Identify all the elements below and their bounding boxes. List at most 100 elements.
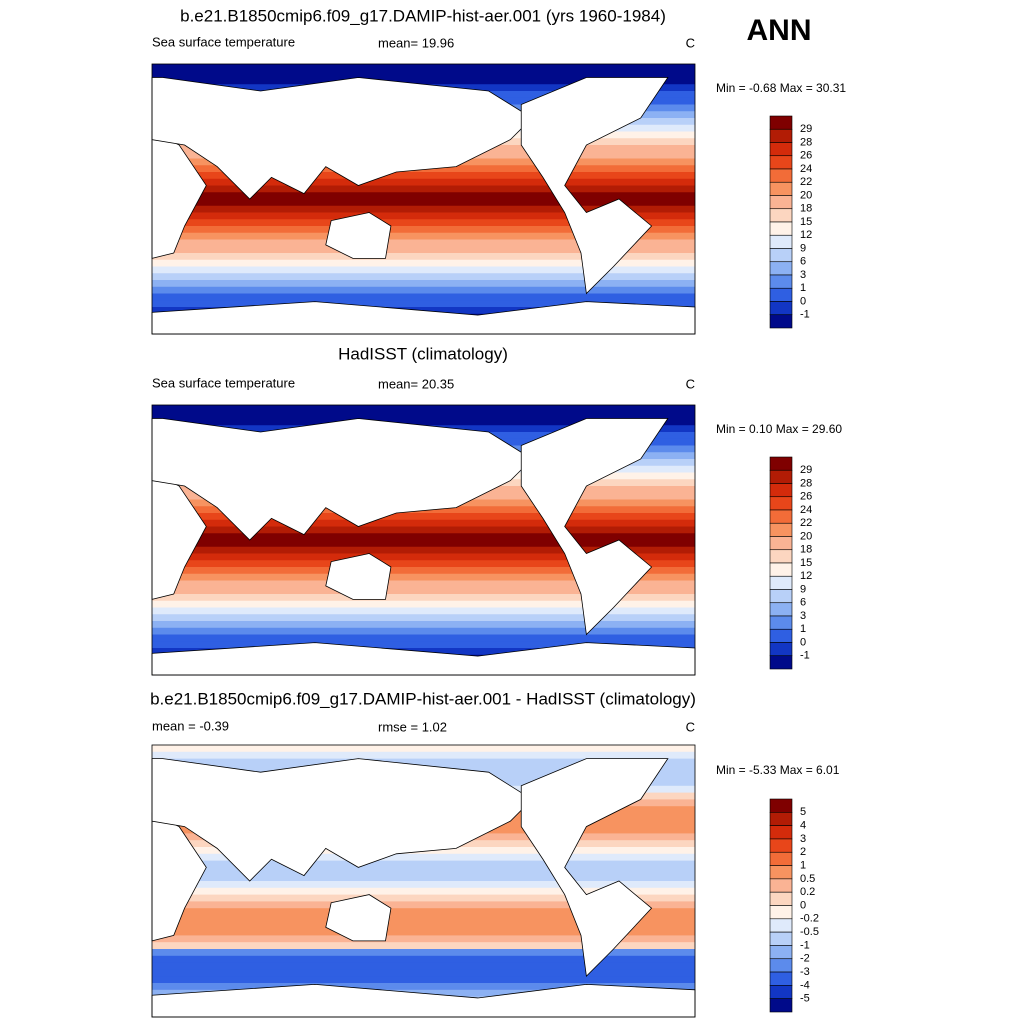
- map-field: [152, 70, 695, 78]
- colorbar-box: [769, 142, 793, 157]
- colorbar-label: -1: [800, 650, 810, 662]
- map-field: [152, 853, 695, 862]
- colorbar-label: -0.5: [800, 926, 819, 938]
- map-field: [152, 745, 695, 753]
- colorbar-box: [769, 469, 793, 484]
- colorbar-label: 12: [800, 229, 812, 241]
- season-label: ANN: [747, 14, 812, 47]
- colorbar-label: -4: [800, 979, 810, 991]
- map: [151, 405, 696, 676]
- map-field: [152, 587, 695, 595]
- colorbar-box: [769, 509, 793, 524]
- colorbar-label: 15: [800, 216, 812, 228]
- map-field: [152, 915, 695, 923]
- colorbar-label: -1: [800, 309, 810, 321]
- colorbar-label: 3: [800, 269, 806, 281]
- map-field: [152, 621, 695, 629]
- colorbar-box: [769, 905, 793, 920]
- map-field: [152, 239, 695, 247]
- land: [151, 77, 533, 200]
- map-field: [152, 955, 695, 964]
- colorbar-label: 20: [800, 530, 812, 542]
- colorbar-label: 20: [800, 189, 812, 201]
- map-field: [152, 887, 695, 896]
- colorbar-box: [769, 891, 793, 906]
- map-field: [152, 580, 695, 588]
- map-field: [152, 293, 695, 301]
- map-field: [152, 185, 695, 193]
- map-field: [152, 212, 695, 220]
- map-field: [152, 860, 695, 868]
- map-field: [152, 983, 695, 991]
- map-field: [152, 894, 695, 902]
- colorbar-box: [769, 642, 793, 657]
- map-field: [152, 519, 695, 527]
- colorbar-label: -3: [800, 966, 810, 978]
- map: [151, 64, 696, 335]
- colorbar-box: [769, 234, 793, 249]
- colorbar-label: 22: [800, 176, 812, 188]
- colorbar-box: [769, 615, 793, 630]
- colorbar-box: [769, 918, 793, 933]
- colorbar-label: 29: [800, 123, 812, 135]
- map-frame: [151, 63, 696, 335]
- colorbar-box: [769, 562, 793, 577]
- colorbar-box: [769, 115, 793, 130]
- colorbar-box: [769, 602, 793, 617]
- colorbar-box: [769, 878, 793, 893]
- panel-left-label: mean = -0.39: [152, 718, 229, 733]
- map-field: [152, 199, 695, 207]
- colorbar-label: 0: [800, 295, 806, 307]
- map-field: [152, 553, 695, 561]
- map-field: [152, 641, 695, 649]
- colorbar-box: [769, 195, 793, 210]
- map-field: [152, 962, 695, 970]
- map-field: [152, 921, 695, 930]
- colorbar-box: [769, 655, 793, 670]
- map-field: [152, 949, 695, 957]
- colorbar-label: 4: [800, 820, 806, 832]
- colorbar-box: [769, 181, 793, 196]
- map-field: [152, 627, 695, 635]
- panel-center-label: mean= 20.35: [378, 376, 454, 391]
- colorbar-label: 26: [800, 491, 812, 503]
- map-field: [152, 178, 695, 186]
- panel-units: C: [686, 719, 695, 734]
- colorbar-label: 9: [800, 583, 806, 595]
- map-field: [152, 300, 695, 308]
- colorbar-label: 18: [800, 544, 812, 556]
- map-field: [152, 513, 695, 521]
- map-field: [152, 205, 695, 213]
- colorbar-label: 22: [800, 517, 812, 529]
- land: [325, 553, 392, 600]
- colorbar-box: [769, 971, 793, 986]
- colorbar-box: [769, 287, 793, 302]
- map-field: [152, 172, 695, 180]
- colorbar-box: [769, 589, 793, 604]
- colorbar-box: [769, 483, 793, 498]
- land: [520, 77, 669, 295]
- map-field: [152, 901, 695, 909]
- colorbar-label: 3: [800, 610, 806, 622]
- colorbar-box: [769, 221, 793, 236]
- colorbar-label: 6: [800, 256, 806, 268]
- colorbar-label: 9: [800, 242, 806, 254]
- colorbar-label: 26: [800, 150, 812, 162]
- colorbar-box: [769, 958, 793, 973]
- panel-title: b.e21.B1850cmip6.f09_g17.DAMIP-hist-aer.…: [180, 6, 666, 25]
- map-field: [152, 246, 695, 254]
- colorbar-box: [769, 838, 793, 853]
- colorbar-label: 29: [800, 464, 812, 476]
- colorbar-box: [769, 155, 793, 170]
- map-field: [152, 634, 695, 642]
- colorbar-label: 28: [800, 477, 812, 489]
- colorbar-box: [769, 851, 793, 866]
- map-field: [152, 758, 695, 766]
- land: [520, 758, 669, 978]
- map-field: [152, 232, 695, 240]
- map-field: [152, 192, 695, 200]
- map-field: [152, 540, 695, 548]
- colorbar-label: 24: [800, 504, 812, 516]
- land: [151, 758, 533, 882]
- map-frame: [151, 744, 696, 1018]
